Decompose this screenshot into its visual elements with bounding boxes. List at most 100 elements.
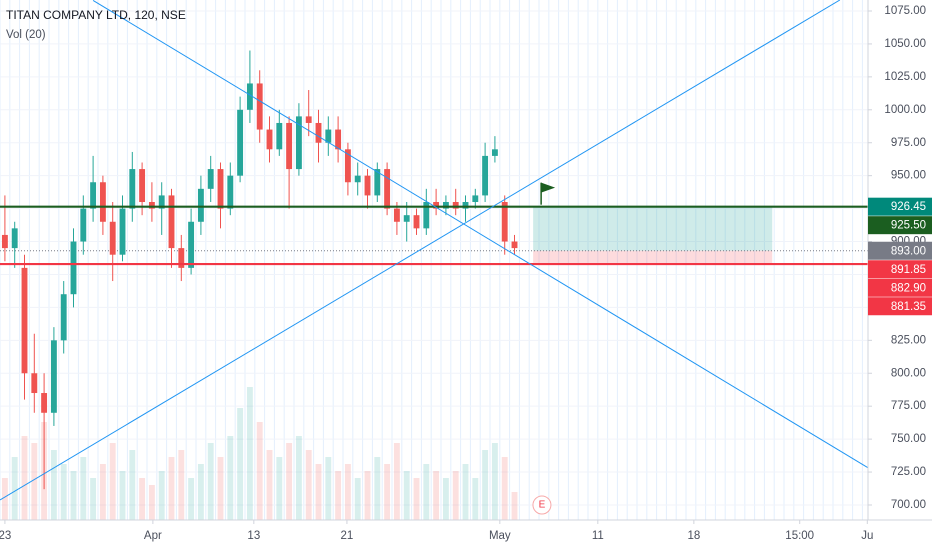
candle-body xyxy=(188,221,195,268)
earnings-marker xyxy=(532,495,552,515)
candle-body xyxy=(70,241,77,295)
candle-body xyxy=(266,129,273,150)
y-tick-label: 775.00 xyxy=(891,400,926,412)
volume-bar xyxy=(207,443,214,520)
volume-bar xyxy=(413,478,420,520)
volume-bar xyxy=(158,471,165,520)
volume-bar xyxy=(50,450,57,520)
candle-body xyxy=(286,122,293,170)
candle-body xyxy=(217,169,224,209)
price-label: 926.45 xyxy=(891,201,926,213)
volume-bar xyxy=(168,457,175,520)
volume-bar xyxy=(286,443,293,520)
candle-body xyxy=(325,129,332,143)
candle-body xyxy=(374,169,381,196)
candle-body xyxy=(276,122,283,150)
volume-bar xyxy=(374,457,381,520)
candle-body xyxy=(21,267,28,374)
y-tick-label: 1050.00 xyxy=(884,38,926,50)
volume-bar xyxy=(452,471,459,520)
price-label: 891.85 xyxy=(891,264,926,276)
candle-body xyxy=(256,83,263,130)
volume-bar xyxy=(462,464,469,520)
candle-body xyxy=(433,202,440,209)
candle-body xyxy=(80,208,87,242)
volume-bar xyxy=(237,408,244,520)
volume-bar xyxy=(491,443,498,520)
y-tick-label: 750.00 xyxy=(891,433,926,445)
volume-bar xyxy=(139,478,146,520)
volume-bar xyxy=(335,471,342,520)
candle-body xyxy=(452,202,459,209)
volume-bar xyxy=(217,457,224,520)
volume-bar xyxy=(21,436,28,520)
price-label-box xyxy=(868,216,932,235)
volume-bar xyxy=(109,443,116,520)
candle-body xyxy=(60,294,67,341)
candle-body xyxy=(119,208,126,255)
y-tick-label: 700.00 xyxy=(891,499,926,511)
volume-bar xyxy=(90,478,97,520)
candle-body xyxy=(403,215,410,222)
candle-body xyxy=(472,195,479,203)
candle-body xyxy=(168,195,175,249)
candle-body xyxy=(315,122,322,143)
price-label: 893.00 xyxy=(891,245,926,257)
y-tick-label: 950.00 xyxy=(891,170,926,182)
candle-body xyxy=(11,228,18,249)
volume-title: Vol (20) xyxy=(6,29,46,41)
x-tick-label: Apr xyxy=(144,530,162,542)
candle-body xyxy=(50,340,57,413)
volume-bar xyxy=(354,478,361,520)
x-tick-label: 15:00 xyxy=(785,530,814,542)
y-tick-label: 1025.00 xyxy=(884,71,926,83)
candle-body xyxy=(31,373,38,394)
x-tick-label: 11 xyxy=(592,530,604,542)
y-tick-label: 725.00 xyxy=(891,466,926,478)
price-label-box xyxy=(868,241,932,260)
price-label-box xyxy=(868,278,932,297)
x-tick-label: Ju xyxy=(861,530,873,542)
position-profit xyxy=(533,206,773,251)
x-tick-label: 21 xyxy=(341,530,354,542)
volume-bar xyxy=(80,457,87,520)
trend-line xyxy=(0,0,841,501)
candle-body xyxy=(364,175,371,196)
candle-body xyxy=(335,129,342,150)
candle-body xyxy=(148,202,155,209)
volume-bar xyxy=(344,464,351,520)
candle-body xyxy=(207,169,214,189)
y-tick-label: 975.00 xyxy=(891,137,926,149)
volume-bar xyxy=(325,457,332,520)
candle-body xyxy=(423,202,430,229)
candle-body xyxy=(393,208,400,222)
volume-bar xyxy=(482,450,489,520)
candle-body xyxy=(90,182,97,209)
candle-body xyxy=(1,234,8,249)
volume-bar xyxy=(119,471,126,520)
candle-body xyxy=(41,393,48,413)
candle-body xyxy=(99,182,106,222)
candle-body xyxy=(384,169,391,209)
candle-body xyxy=(501,202,508,242)
price-label: 882.90 xyxy=(891,282,926,294)
axes: 700.00725.00750.00775.00800.00825.00850.… xyxy=(0,5,932,542)
volume-bar xyxy=(501,457,508,520)
volume-bar xyxy=(403,471,410,520)
candle-body xyxy=(344,149,351,183)
candle-body xyxy=(178,248,185,268)
volume-bar xyxy=(246,387,253,520)
volume-bar xyxy=(70,471,77,520)
volume-bar xyxy=(305,450,312,520)
candle-body xyxy=(246,83,253,110)
candle-body xyxy=(482,155,489,196)
volume-bar xyxy=(511,492,518,520)
y-tick-label: 800.00 xyxy=(891,367,926,379)
volume-bar xyxy=(197,464,204,520)
volume-bar xyxy=(433,471,440,520)
price-label-box xyxy=(868,260,932,279)
price-label-box xyxy=(868,297,932,316)
candle-body xyxy=(511,241,518,249)
